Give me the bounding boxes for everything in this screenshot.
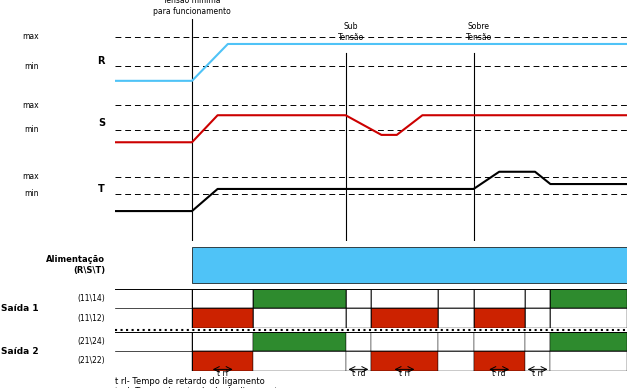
Bar <box>192 289 253 308</box>
Text: max: max <box>22 172 38 181</box>
Bar <box>525 289 550 308</box>
Bar <box>253 351 346 371</box>
Text: (21\24): (21\24) <box>77 337 105 346</box>
Bar <box>438 289 474 308</box>
Text: Saída 2: Saída 2 <box>1 346 38 356</box>
Bar <box>371 351 438 371</box>
Bar <box>192 351 253 371</box>
Bar <box>550 308 627 328</box>
Bar <box>474 308 525 328</box>
Text: min: min <box>24 62 38 71</box>
Text: Sub
Tensão: Sub Tensão <box>337 22 364 42</box>
Text: t rl: t rl <box>399 369 410 378</box>
Bar <box>346 308 371 328</box>
Text: max: max <box>22 101 38 110</box>
Bar <box>371 308 438 328</box>
Bar <box>192 332 253 351</box>
Text: Tensão mínima
para funcionamento: Tensão mínima para funcionamento <box>153 0 231 16</box>
Text: min: min <box>24 189 38 198</box>
Bar <box>525 351 550 371</box>
Text: Alimentação
(R\S\T): Alimentação (R\S\T) <box>46 255 105 275</box>
Text: t rd: t rd <box>351 369 365 378</box>
Text: (11\14): (11\14) <box>77 294 105 303</box>
Bar <box>253 332 346 351</box>
Text: R: R <box>97 56 105 66</box>
Bar <box>253 308 346 328</box>
Bar <box>525 308 550 328</box>
Bar <box>525 332 550 351</box>
Text: Sobre
Tensão: Sobre Tensão <box>465 22 492 42</box>
Bar <box>550 351 627 371</box>
Text: S: S <box>98 118 105 128</box>
Text: min: min <box>24 125 38 135</box>
Text: max: max <box>22 32 38 41</box>
Text: t rl: t rl <box>532 369 543 378</box>
Bar <box>346 332 371 351</box>
Text: t rd: t rd <box>492 369 506 378</box>
Bar <box>438 332 474 351</box>
Bar <box>371 332 438 351</box>
Bar <box>550 332 627 351</box>
Text: t rl: t rl <box>217 369 228 378</box>
Text: Saída 1: Saída 1 <box>1 304 38 313</box>
Text: (21\22): (21\22) <box>77 356 105 365</box>
Bar <box>192 308 253 328</box>
Bar <box>253 289 346 308</box>
Bar <box>438 351 474 371</box>
Bar <box>474 332 525 351</box>
Text: t rl- Tempo de retardo do ligamento: t rl- Tempo de retardo do ligamento <box>115 377 265 386</box>
FancyBboxPatch shape <box>192 247 627 282</box>
Text: T: T <box>98 184 105 194</box>
Bar <box>438 308 474 328</box>
Bar <box>346 351 371 371</box>
Bar <box>346 289 371 308</box>
Bar <box>371 289 438 308</box>
Text: (11\12): (11\12) <box>77 314 105 323</box>
Bar <box>550 289 627 308</box>
Bar <box>474 289 525 308</box>
Bar <box>474 351 525 371</box>
Text: t rd- Tempo de retardo do desligamento: t rd- Tempo de retardo do desligamento <box>115 387 283 388</box>
